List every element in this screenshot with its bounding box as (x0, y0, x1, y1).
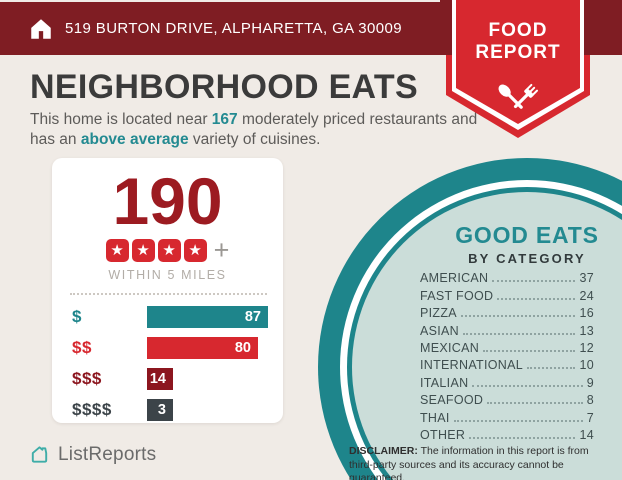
disclaimer-text: The information in this report is from t… (349, 445, 589, 480)
category-name: ASIAN (420, 323, 460, 338)
price-bar-row: $ 87 (72, 306, 283, 328)
variety-highlight: above average (80, 131, 189, 149)
price-level-label: $$$ (72, 369, 102, 388)
dotted-divider (70, 293, 267, 295)
category-count: 12 (579, 340, 594, 355)
category-count: 37 (579, 271, 594, 286)
price-bar: 80 (147, 337, 258, 359)
star-icon: ★ (157, 239, 181, 262)
category-name: THAI (420, 410, 450, 425)
dotted-leader (453, 419, 583, 422)
category-count: 10 (579, 358, 594, 373)
plus-sign: + (213, 235, 230, 265)
intro-text: This home is located near 167 moderately… (30, 110, 485, 151)
category-row: MEXICAN 12 (420, 338, 594, 355)
category-row: THAI 7 (420, 407, 594, 425)
category-row: ITALIAN 9 (420, 372, 594, 390)
dotted-leader (492, 280, 576, 283)
category-list: AMERICAN 37 FAST FOOD 24 PIZZA 16 ASIAN … (420, 268, 594, 442)
category-count: 24 (579, 288, 594, 303)
stats-card: 190 ★ ★ ★ ★ + WITHIN 5 MILES $ 87 $$ 80 $$$ … (52, 158, 283, 423)
star-rating: ★ ★ ★ ★ + (52, 235, 283, 265)
dotted-leader (469, 436, 576, 439)
brand-name: ListReports (58, 443, 157, 465)
dotted-leader (487, 402, 583, 405)
category-count: 9 (586, 375, 594, 390)
disclaimer: DISCLAIMER: The information in this repo… (349, 445, 612, 480)
category-count: 14 (579, 427, 594, 442)
dotted-leader (460, 315, 576, 318)
dotted-leader (497, 297, 576, 300)
price-bar-row: $$$$ 3 (72, 399, 283, 421)
total-restaurant-count: 190 (112, 164, 223, 238)
price-bar-row: $$$ 14 (72, 368, 283, 390)
spoon-fork-icon (498, 83, 539, 109)
category-row: PIZZA 16 (420, 303, 594, 320)
category-count: 13 (579, 323, 594, 338)
food-report-badge: FOOD REPORT (440, 0, 622, 138)
category-name: OTHER (420, 427, 466, 442)
category-name: AMERICAN (420, 271, 489, 286)
badge-inner-chevron (456, 0, 580, 124)
good-eats-title: GOOD EATS (455, 222, 599, 248)
dotted-leader (526, 367, 576, 370)
category-name: ITALIAN (420, 375, 469, 390)
good-eats-heading: GOOD EATS BY CATEGORY (407, 222, 622, 266)
category-count: 16 (579, 306, 594, 321)
badge-label-line1: FOOD (489, 20, 548, 41)
star-icon: ★ (105, 239, 129, 262)
intro-line2-post: variety of cuisines. (188, 131, 321, 149)
price-level-label: $ (72, 307, 82, 326)
price-bar: 87 (147, 306, 268, 328)
category-name: SEAFOOD (420, 393, 484, 408)
category-name: INTERNATIONAL (420, 358, 523, 373)
category-name: FAST FOOD (420, 288, 494, 303)
good-eats-subtitle: BY CATEGORY (468, 251, 586, 266)
price-bar-chart: $ 87 $$ 80 $$$ 14 $$$$ 3 (52, 306, 283, 421)
price-bar: 3 (147, 399, 173, 421)
star-icon: ★ (183, 239, 207, 262)
star-icon: ★ (131, 239, 155, 262)
listreports-logo: ListReports (28, 443, 156, 466)
price-bar-row: $$ 80 (72, 337, 283, 359)
intro-line1-post: moderately priced restaurants and (237, 111, 478, 128)
disclaimer-label: DISCLAIMER: (349, 445, 418, 457)
home-icon (31, 18, 51, 39)
price-level-label: $$$$ (72, 400, 112, 419)
radius-label: WITHIN 5 MILES (108, 268, 227, 282)
property-address: 519 BURTON DRIVE, ALPHARETTA, GA 30009 (65, 20, 403, 37)
category-row: INTERNATIONAL 10 (420, 355, 594, 372)
dotted-leader (463, 332, 576, 335)
category-row: ASIAN 13 (420, 320, 594, 338)
dotted-leader (483, 349, 576, 352)
page-title: NEIGHBORHOOD EATS (30, 68, 418, 106)
category-count: 7 (586, 410, 594, 425)
dotted-leader (472, 384, 583, 387)
category-row: FAST FOOD 24 (420, 285, 594, 303)
category-row: SEAFOOD 8 (420, 390, 594, 407)
category-name: MEXICAN (420, 340, 480, 355)
category-name: PIZZA (420, 306, 457, 321)
intro-line1-pre: This home is located near (30, 111, 212, 128)
restaurant-count: 167 (211, 111, 238, 128)
intro-line2-pre: has an (30, 131, 81, 149)
listreports-house-icon (31, 446, 48, 463)
category-row: OTHER 14 (420, 425, 594, 442)
category-row: AMERICAN 37 (420, 268, 594, 285)
category-count: 8 (586, 393, 594, 408)
price-bar: 14 (147, 368, 173, 390)
price-level-label: $$ (72, 338, 92, 357)
badge-label-line2: REPORT (475, 42, 560, 63)
